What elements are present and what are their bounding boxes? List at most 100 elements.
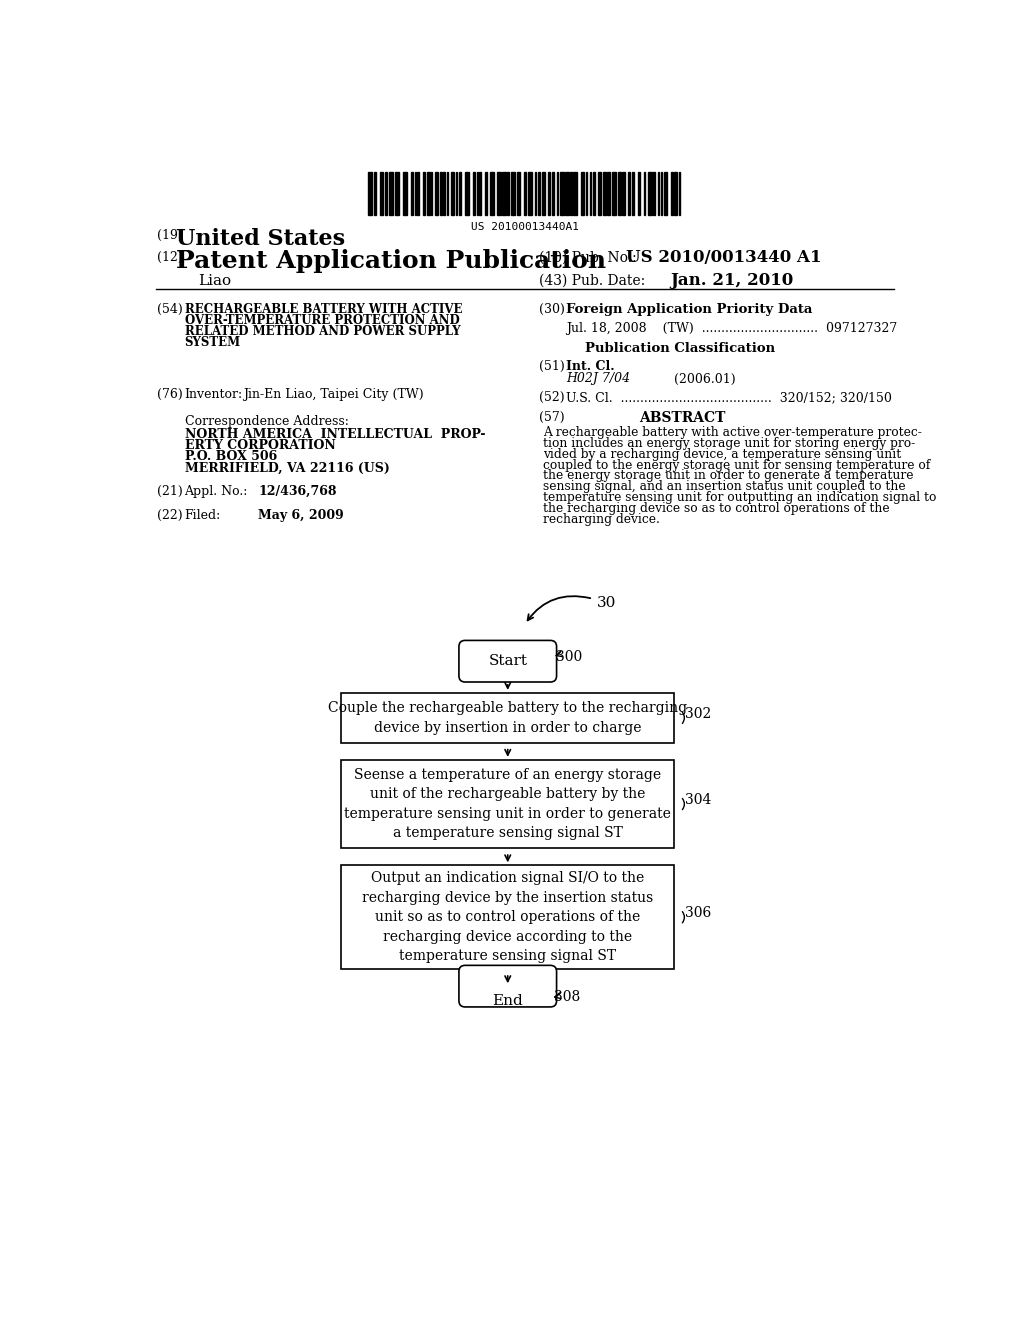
Text: End: End [493, 994, 523, 1007]
Text: the recharging device so as to control operations of the: the recharging device so as to control o… [543, 502, 889, 515]
Bar [451, 173, 454, 215]
Bar [403, 173, 408, 215]
Text: US 20100013440A1: US 20100013440A1 [471, 222, 579, 232]
Bar [612, 173, 615, 215]
Bar [385, 173, 387, 215]
Bar [565, 173, 568, 215]
Text: coupled to the energy storage unit for sensing temperature of: coupled to the energy storage unit for s… [543, 459, 930, 471]
Text: Correspondence Address:: Correspondence Address: [184, 414, 348, 428]
Text: US 2010/0013440 A1: US 2010/0013440 A1 [626, 249, 821, 267]
Text: (22): (22) [158, 508, 183, 521]
Bar [524, 173, 526, 215]
Bar [447, 173, 449, 215]
Bar [548, 173, 550, 215]
Text: (76): (76) [158, 388, 183, 401]
Text: tion includes an energy storage unit for storing energy pro-: tion includes an energy storage unit for… [543, 437, 914, 450]
Bar [638, 173, 640, 215]
Bar [479, 173, 481, 215]
Bar [490, 173, 494, 215]
Bar [536, 173, 537, 215]
Bar [456, 173, 457, 215]
Text: Patent Application Publication: Patent Application Publication [176, 249, 606, 273]
Text: May 6, 2009: May 6, 2009 [258, 508, 344, 521]
Text: (30): (30) [539, 304, 564, 317]
Text: recharging device.: recharging device. [543, 512, 659, 525]
FancyBboxPatch shape [459, 965, 557, 1007]
Text: (12): (12) [158, 251, 183, 264]
Bar [590, 173, 591, 215]
Bar [443, 173, 445, 215]
Bar [660, 173, 663, 215]
Bar [593, 173, 595, 215]
Text: Int. Cl.: Int. Cl. [566, 360, 614, 374]
Bar [341, 760, 675, 849]
Text: 30: 30 [597, 595, 616, 610]
Bar [497, 173, 501, 215]
Text: Filed:: Filed: [184, 508, 221, 521]
Bar [395, 173, 399, 215]
Bar [389, 173, 393, 215]
Bar [598, 173, 601, 215]
Bar [653, 173, 655, 215]
Bar [552, 173, 554, 215]
Bar [657, 173, 658, 215]
Bar [582, 173, 584, 215]
Text: the energy storage unit in order to generate a temperature: the energy storage unit in order to gene… [543, 470, 913, 483]
Text: 302: 302 [685, 708, 712, 721]
Text: SYSTEM: SYSTEM [184, 335, 241, 348]
Bar [477, 173, 478, 215]
Bar [665, 173, 667, 215]
Text: H02J 7/04: H02J 7/04 [566, 372, 630, 385]
Text: Jan. 21, 2010: Jan. 21, 2010 [671, 272, 794, 289]
Text: ERTY CORPORATION: ERTY CORPORATION [184, 440, 335, 451]
Text: Seense a temperature of an energy storage
unit of the rechargeable battery by th: Seense a temperature of an energy storag… [344, 768, 671, 841]
Bar [415, 173, 416, 215]
Bar [440, 173, 441, 215]
Bar [570, 173, 572, 215]
Bar [528, 173, 532, 215]
Bar [484, 173, 487, 215]
Bar [559, 173, 563, 215]
Text: Jul. 18, 2008    (TW)  ..............................  097127327: Jul. 18, 2008 (TW) .....................… [566, 322, 897, 335]
Bar [607, 173, 610, 215]
Bar [628, 173, 631, 215]
Text: vided by a recharging device, a temperature sensing unit: vided by a recharging device, a temperat… [543, 447, 901, 461]
Text: RELATED METHOD AND POWER SUPPLY: RELATED METHOD AND POWER SUPPLY [184, 325, 460, 338]
Text: A rechargeable battery with active over-temperature protec-: A rechargeable battery with active over-… [543, 426, 922, 440]
Bar [417, 173, 419, 215]
Text: Inventor:: Inventor: [184, 388, 243, 401]
Text: Appl. No.:: Appl. No.: [184, 484, 248, 498]
Bar [539, 173, 540, 215]
Bar [507, 173, 509, 215]
Bar [427, 173, 430, 215]
Bar [647, 173, 651, 215]
Text: (10) Pub. No.:: (10) Pub. No.: [539, 251, 636, 265]
Text: (57): (57) [539, 411, 564, 424]
Bar [369, 173, 372, 215]
Bar [502, 173, 506, 215]
Bar [459, 173, 461, 215]
Bar [511, 173, 514, 215]
Text: Couple the rechargeable battery to the recharging
device by insertion in order t: Couple the rechargeable battery to the r… [328, 701, 687, 734]
Bar [341, 866, 675, 969]
Text: RECHARGEABLE BATTERY WITH ACTIVE: RECHARGEABLE BATTERY WITH ACTIVE [184, 304, 462, 317]
Text: ABSTRACT: ABSTRACT [640, 411, 726, 425]
Text: MERRIFIELD, VA 22116 (US): MERRIFIELD, VA 22116 (US) [184, 462, 389, 474]
Text: Foreign Application Priority Data: Foreign Application Priority Data [566, 304, 812, 317]
Bar [374, 173, 376, 215]
Text: (43) Pub. Date:: (43) Pub. Date: [539, 275, 645, 288]
Text: 12/436,768: 12/436,768 [258, 484, 337, 498]
Bar [623, 173, 625, 215]
Bar [618, 173, 622, 215]
Text: OVER-TEMPERATURE PROTECTION AND: OVER-TEMPERATURE PROTECTION AND [184, 314, 460, 327]
Text: sensing signal, and an insertion status unit coupled to the: sensing signal, and an insertion status … [543, 480, 905, 494]
Text: Publication Classification: Publication Classification [586, 342, 775, 355]
Bar [435, 173, 437, 215]
Text: (21): (21) [158, 484, 183, 498]
Text: (2006.01): (2006.01) [675, 372, 736, 385]
Text: Start: Start [488, 655, 527, 668]
Bar [380, 173, 383, 215]
Bar [341, 693, 675, 743]
Bar [674, 173, 677, 215]
Bar [632, 173, 634, 215]
